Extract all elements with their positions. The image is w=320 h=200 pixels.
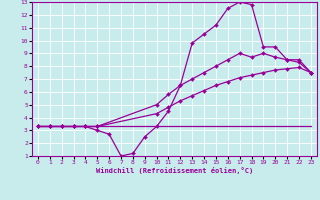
X-axis label: Windchill (Refroidissement éolien,°C): Windchill (Refroidissement éolien,°C) <box>96 167 253 174</box>
